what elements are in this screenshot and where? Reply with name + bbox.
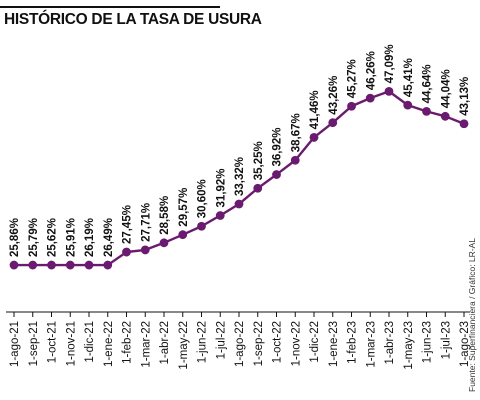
value-label: 36,92% (272, 128, 284, 167)
data-point (122, 247, 131, 257)
x-tick-label: 1-may-22 (178, 321, 190, 370)
value-label: 29,57% (178, 188, 190, 227)
data-point (365, 93, 375, 103)
x-tick-label: 1-jul-23 (440, 321, 452, 359)
title-rule (0, 6, 220, 8)
value-label: 31,92% (215, 168, 227, 207)
data-point (159, 238, 169, 248)
x-tick-label: 1-dic-21 (84, 321, 96, 363)
value-label: 41,46% (309, 90, 321, 129)
value-label: 27,45% (122, 205, 134, 244)
data-point (28, 260, 38, 270)
x-tick-label: 1-nov-22 (290, 321, 302, 366)
data-point (65, 260, 75, 270)
data-point (290, 155, 300, 165)
data-point (140, 245, 150, 255)
value-label: 43,26% (328, 76, 340, 115)
data-point (309, 133, 319, 142)
x-tick-label: 1-oct-22 (272, 321, 284, 363)
value-label: 44,04% (440, 69, 452, 108)
data-point (253, 183, 263, 193)
data-point (47, 260, 56, 270)
x-tick-label: 1-ago-22 (234, 321, 246, 367)
x-tick-label: 1-mar-22 (140, 321, 152, 368)
value-label: 28,58% (159, 196, 171, 235)
value-label: 44,64% (422, 64, 434, 103)
value-label: 25,62% (47, 218, 59, 257)
x-tick-label: 1-abr-23 (384, 321, 396, 364)
x-tick-label: 1-nov-21 (65, 321, 77, 366)
value-label: 45,27% (347, 59, 359, 98)
data-point (422, 107, 431, 116)
x-tick-label: 1-may-23 (403, 321, 415, 370)
value-label: 45,41% (403, 58, 415, 97)
source-note: Fuente: Superfinanciera / Gráfico: LR-AL (467, 238, 477, 392)
x-tick-label: 1-mar-23 (365, 321, 377, 368)
value-label: 46,26% (365, 51, 377, 90)
chart-title: HISTÓRICO DE LA TASA DE USURA (4, 11, 262, 28)
value-label: 26,49% (103, 218, 115, 257)
x-tick-label: 1-oct-21 (47, 321, 59, 363)
x-tick-label: 1-feb-23 (347, 321, 359, 364)
data-point (215, 211, 225, 220)
value-label: 25,86% (9, 218, 21, 257)
value-label: 43,13% (459, 77, 471, 116)
value-label: 38,67% (290, 113, 302, 152)
x-tick-label: 1-sep-22 (253, 321, 265, 366)
value-label: 25,91% (65, 218, 77, 257)
data-point (234, 199, 244, 209)
x-tick-label: 1-ene-23 (328, 321, 340, 367)
x-tick-label: 1-jul-22 (215, 321, 227, 359)
x-tick-label: 1-sep-21 (28, 321, 40, 366)
data-point (9, 260, 19, 270)
data-point (328, 118, 338, 128)
data-points-group (9, 86, 469, 270)
data-point (459, 119, 469, 129)
x-tick-labels-group: 1-ago-21 1-sep-21 1-oct-21 1-nov-21 1-dic-21… (9, 321, 471, 370)
x-tick-label: 1-ago-23 (459, 321, 471, 367)
data-point (197, 221, 206, 231)
value-label: 47,09% (384, 44, 396, 83)
x-ticks-group (13, 312, 465, 317)
data-point (403, 100, 413, 110)
data-point (440, 111, 450, 121)
x-tick-label: 1-jun-23 (422, 321, 434, 363)
x-tick-label: 1-ago-21 (9, 321, 21, 367)
x-tick-label: 1-dic-22 (309, 321, 321, 363)
x-tick-label: 1-jun-22 (197, 321, 209, 363)
value-label: 27,71% (140, 203, 152, 242)
data-point (84, 260, 94, 270)
data-point (384, 86, 394, 96)
value-label: 26,19% (84, 218, 96, 257)
data-point (178, 230, 188, 240)
x-tick-label: 1-ene-22 (103, 321, 115, 367)
data-point (347, 101, 356, 111)
value-label: 25,79% (28, 218, 40, 257)
data-point (103, 260, 113, 270)
value-label: 33,32% (234, 157, 246, 196)
value-label: 30,60% (197, 179, 209, 218)
value-labels-group: 25,86% 25,79% 25,62% 25,91% 26,19% 26,49% 27,4… (9, 44, 471, 257)
value-label: 35,25% (253, 141, 265, 180)
x-tick-label: 1-feb-22 (122, 321, 134, 364)
data-point (272, 170, 281, 179)
x-tick-label: 1-abr-22 (159, 321, 171, 364)
